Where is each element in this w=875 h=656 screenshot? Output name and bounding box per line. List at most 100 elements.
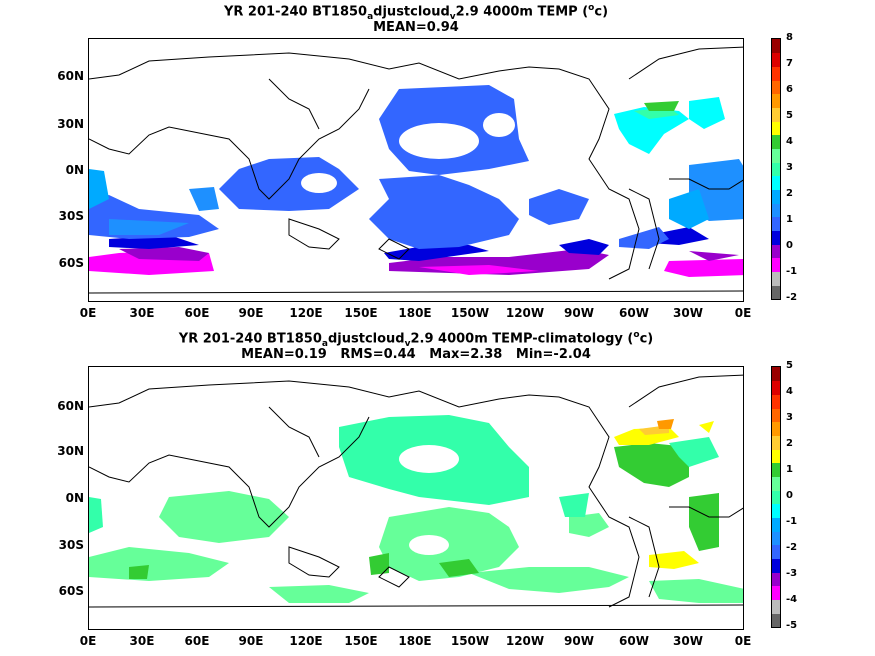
colorbar-cell [772,367,780,382]
field-region [614,443,689,487]
lon-label: 60W [619,306,649,320]
colorbar-cell [772,585,780,601]
lon-label: 30E [129,306,155,320]
panel-1-stats: MEAN=0.94 [373,20,459,35]
colorbar-tick-label: -4 [786,594,798,605]
panel-1-lat-label: 60N [57,69,84,83]
colorbar-cell [772,216,780,232]
colorbar-tick-label: 0 [786,240,793,251]
colorbar-tick-label: -5 [786,620,798,631]
colorbar-cell [772,421,780,436]
field-region [89,547,229,581]
colorbar-tick-label: -2 [786,292,798,303]
field-region [569,513,609,537]
lon-label: 150W [450,306,490,320]
lon-label: 150E [344,634,378,648]
colorbar-cell [772,162,780,177]
colorbar-cell [772,380,780,395]
lon-label: 0E [79,306,97,320]
field-region [614,107,689,154]
lon-label: 30W [673,306,703,320]
colorbar-cell [772,531,780,546]
lon-label: 90E [238,306,264,320]
colorbar-cell [772,66,780,81]
field-region [649,551,699,569]
lon-label: 60W [619,634,649,648]
field-region [159,491,289,543]
colorbar-cell [772,148,780,163]
field-region [419,265,539,275]
field-region [379,507,519,581]
panel-1-lat-label: 30N [57,117,84,131]
colorbar-cell [772,244,780,259]
field-region [649,579,743,603]
field-region [109,219,189,235]
colorbar-cell [772,189,780,204]
field-region [619,227,669,249]
field-gap [483,113,515,137]
colorbar-cell [772,503,780,518]
colorbar-tick-label: -1 [786,266,798,277]
panel-2-map [88,366,744,630]
colorbar-cell [772,52,780,67]
lon-label: 180E [398,306,432,320]
field-region [689,97,725,129]
colorbar-cell [772,599,780,614]
colorbar-tick-label: -1 [786,516,798,527]
field-region [559,239,609,255]
field-gap [399,123,479,159]
field-region [89,497,103,533]
panel-1-colorbar [771,38,781,300]
colorbar-cell [772,572,780,587]
lon-label: 60E [184,306,210,320]
lon-label: 60E [184,634,210,648]
lon-label: 150W [450,634,490,648]
field-region [559,493,589,517]
colorbar-cell [772,544,780,560]
panel-2-lat-label: 0N [65,491,84,505]
colorbar-tick-label: -3 [786,568,798,579]
lon-label: 90W [564,306,594,320]
field-region [369,175,519,249]
panel-1-lat-label: 60S [58,256,84,270]
colorbar-cell [772,517,780,532]
lon-label: 120W [505,634,545,648]
lon-label: 150E [344,306,378,320]
field-region [219,157,359,211]
field-region [699,421,714,433]
field-region [657,419,674,429]
colorbar-tick-label: 3 [786,162,793,173]
panel-2-stats: MEAN=0.19 RMS=0.44 Max=2.38 Min=-2.04 [241,347,591,362]
field-region [269,585,369,603]
colorbar-cell [772,271,780,286]
panel-1-title: YR 201-240 BT1850adjustcloudv2.9 4000m T… [223,3,609,22]
colorbar-tick-label: 4 [786,386,793,397]
field-region [439,559,479,577]
lon-label: 120E [289,634,323,648]
colorbar-cell [772,394,780,409]
field-gap [409,535,449,555]
colorbar-cell [772,449,780,464]
lon-label: 120E [289,306,323,320]
field-region [89,169,109,209]
colorbar-cell [772,476,780,491]
field-region [689,251,739,261]
lon-label: 90W [564,634,594,648]
field-region [669,437,719,467]
panel-1-field [89,46,743,294]
coastlines [89,374,743,608]
field-region [384,245,489,261]
colorbar-cell [772,435,780,450]
field-region [129,565,149,579]
field-region [529,189,589,225]
colorbar-tick-label: 3 [786,412,793,423]
lon-label: 0E [734,306,752,320]
lon-label: 120W [505,306,545,320]
panel-2-lat-label: 30S [58,538,84,552]
colorbar-cell [772,121,780,136]
field-region [664,259,743,277]
field-region [189,187,219,211]
colorbar-cell [772,107,780,122]
colorbar-tick-label: 7 [786,58,793,69]
colorbar-cell [772,285,780,300]
